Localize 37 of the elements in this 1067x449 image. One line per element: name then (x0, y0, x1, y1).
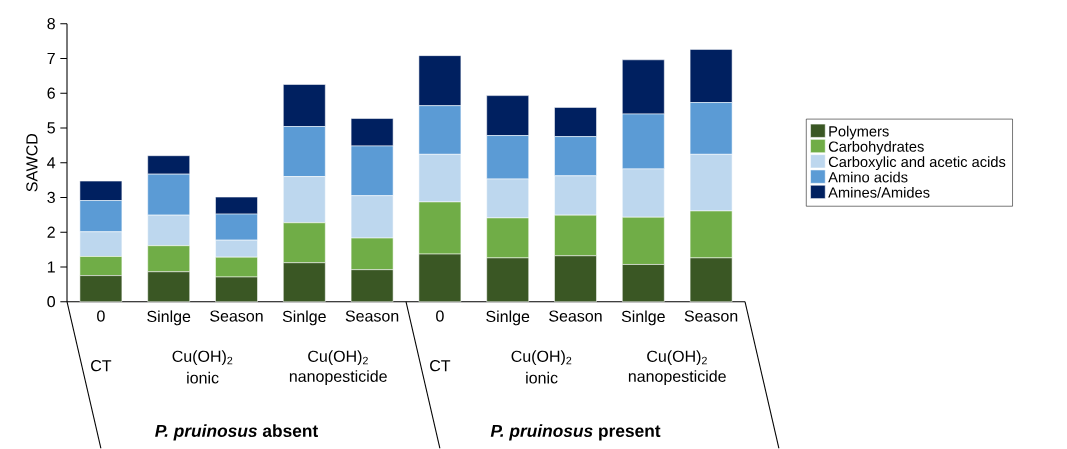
text: P. pruinosus present (490, 424, 661, 441)
y-tick-label: 2 (47, 226, 55, 238)
x-tick-label: Season (345, 310, 399, 322)
text: Cu(OH)$_{2}$ (647, 350, 707, 366)
text: nanopesticide (628, 370, 726, 386)
x-tick-label: 0 (97, 310, 105, 322)
legend-label: Amines/Amides (828, 187, 930, 198)
y-axis-title: SAWCD (26, 134, 38, 192)
x-tick-label: Sinlge (486, 310, 530, 326)
legend-label: Amino acids (828, 171, 908, 183)
y-tick-label: 3 (47, 191, 55, 204)
y-tick-label: 1 (47, 261, 55, 273)
y-tick-label: 0 (47, 296, 56, 308)
x-tick-label: Season (549, 310, 602, 322)
y-tick-label: 4 (47, 157, 56, 169)
text: Cu(OH)$_{2}$ (511, 350, 572, 366)
legend-label: Polymers (829, 125, 889, 140)
x-tick-label: Sinlge (621, 310, 665, 326)
text: Cu(OH)$_{2}$ (308, 350, 368, 366)
x-tick-label: Sinlge (282, 310, 326, 326)
y-tick-label: 7 (47, 52, 55, 64)
x-tick-label: Season (684, 310, 738, 322)
x-tick-label: 0 (436, 310, 444, 322)
text: Cu(OH)$_{2}$ (172, 350, 233, 366)
x-tick-label: Sinlge (147, 310, 191, 326)
text: CT (430, 360, 451, 372)
text: CT (91, 360, 112, 372)
text: nanopesticide (289, 370, 387, 386)
y-tick-label: 5 (47, 122, 55, 134)
y-tick-label: 8 (47, 18, 55, 30)
text: ionic (526, 371, 558, 384)
text: ionic (187, 371, 219, 384)
legend-label: Carboxylic and acetic acids (828, 156, 1006, 171)
x-tick-label: Season (210, 310, 263, 322)
y-tick-label: 6 (47, 87, 55, 99)
text: P. pruinosus absent (155, 424, 318, 441)
legend-label: Carbohydrates (828, 141, 924, 155)
